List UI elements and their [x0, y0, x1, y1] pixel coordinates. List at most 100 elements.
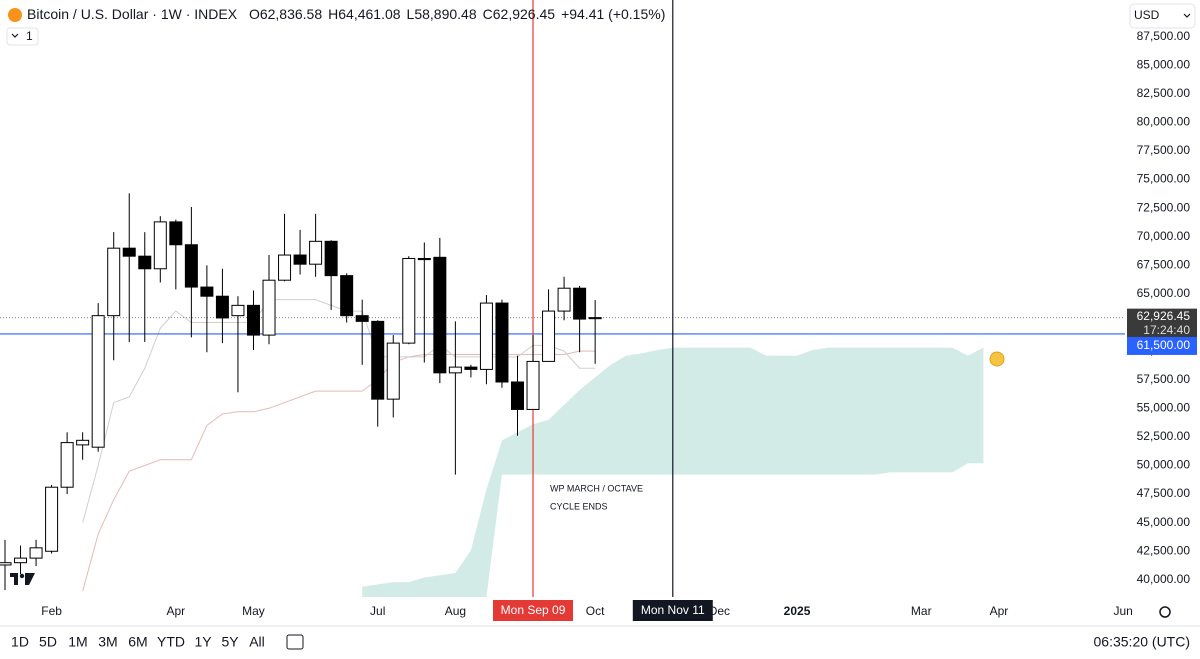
candle-body — [262, 279, 276, 336]
candle-body — [417, 257, 431, 261]
candle-body — [138, 255, 152, 270]
indicator-line — [82, 350, 596, 592]
candle-body — [76, 439, 90, 446]
candle-body — [153, 221, 167, 270]
candle-body — [278, 254, 292, 281]
emoji-marker[interactable] — [989, 351, 1005, 367]
legend-value: 58,890.48 — [414, 6, 476, 22]
candle-body — [324, 240, 338, 277]
candle-body — [371, 320, 385, 400]
y-tick-label: 55,000.00 — [1137, 400, 1191, 414]
x-tick-label: Oct — [586, 604, 605, 618]
y-tick-label: 40,000.00 — [1137, 572, 1191, 586]
candle-body — [464, 366, 478, 370]
legend-header: Bitcoin / U.S. Dollar · 1W · INDEX O62,8… — [27, 6, 665, 22]
interval-label[interactable]: 1 — [26, 29, 33, 43]
x-marker-label: Mon Nov 11 — [641, 603, 705, 617]
symbol-icon — [8, 8, 22, 22]
candle-body — [479, 302, 493, 370]
candle-body — [309, 240, 323, 265]
range-button[interactable]: 5D — [39, 634, 57, 650]
y-tick-label: 72,500.00 — [1137, 200, 1191, 214]
candle-body — [60, 442, 74, 488]
x-marker-box — [632, 600, 713, 621]
y-tick-label: 85,000.00 — [1137, 57, 1191, 71]
y-tick-label: 82,500.00 — [1137, 86, 1191, 100]
x-marker-label: Mon Sep 09 — [501, 603, 566, 617]
candle-body — [293, 254, 307, 265]
x-tick-label: 2025 — [784, 604, 811, 618]
range-button[interactable]: 1M — [68, 634, 87, 650]
x-tick-label: Mar — [911, 604, 932, 618]
candle-body — [510, 381, 524, 410]
candle-body — [0, 562, 12, 566]
candle-body — [215, 295, 229, 319]
x-tick-label: Apr — [990, 604, 1009, 618]
x-tick-label: Dec — [709, 604, 730, 618]
y-tick-label: 50,000.00 — [1137, 458, 1191, 472]
legend-change: +94.41 (+0.15%) — [561, 6, 665, 22]
currency-select[interactable] — [1129, 3, 1196, 29]
legend-key: H — [328, 6, 338, 22]
range-button[interactable]: 5Y — [221, 634, 239, 650]
settings-icon[interactable] — [1159, 606, 1171, 618]
tradingview-logo — [10, 573, 35, 585]
candle-body — [573, 287, 587, 320]
currency-label[interactable]: USD — [1134, 8, 1160, 22]
candle-body — [340, 275, 354, 317]
symbol-title: Bitcoin / U.S. Dollar · 1W · INDEX — [27, 6, 238, 22]
y-tick-label: 70,000.00 — [1137, 229, 1191, 243]
clock: 06:35:20 (UTC) — [1094, 634, 1190, 650]
x-tick-label: Aug — [445, 604, 466, 618]
x-tick-label: Jul — [370, 604, 385, 618]
annotation: CYCLE ENDS — [550, 501, 608, 511]
candle-body — [169, 221, 183, 246]
range-button[interactable]: 1Y — [194, 634, 212, 650]
y-tick-label: 57,500.00 — [1137, 372, 1191, 386]
candle-body — [448, 366, 462, 374]
candle-body — [355, 315, 369, 322]
candle-body — [14, 557, 28, 564]
level-price-box — [1127, 336, 1197, 355]
range-button[interactable]: All — [249, 634, 265, 650]
candle-body — [45, 486, 59, 552]
candle-body — [200, 286, 214, 297]
interval-toggle[interactable] — [6, 27, 39, 46]
legend-key: L — [407, 6, 415, 22]
y-tick-label: 52,500.00 — [1137, 429, 1191, 443]
candle-body — [91, 315, 105, 448]
y-tick-label: 87,500.00 — [1137, 29, 1191, 43]
y-tick-label: 42,500.00 — [1137, 543, 1191, 557]
range-button[interactable]: YTD — [157, 634, 185, 650]
range-button[interactable]: 6M — [128, 634, 147, 650]
indicator-line — [82, 299, 596, 523]
chevron-icon — [11, 33, 19, 38]
candle-body — [231, 304, 245, 317]
candle-body — [122, 247, 136, 257]
candle-body — [402, 257, 416, 344]
legend-value: 64,461.08 — [338, 6, 400, 22]
candle-body — [246, 304, 260, 336]
range-button[interactable]: 1D — [11, 634, 29, 650]
y-tick-label: 77,500.00 — [1137, 143, 1191, 157]
y-tick-label: 67,500.00 — [1137, 258, 1191, 272]
last-price-label: 62,926.45 — [1137, 309, 1191, 323]
range-button[interactable]: 3M — [98, 634, 117, 650]
last-price-box — [1127, 308, 1197, 339]
candle-body — [495, 302, 509, 383]
candle-body — [526, 360, 540, 410]
y-tick-label: 80,000.00 — [1137, 115, 1191, 129]
legend-value: 62,836.58 — [260, 6, 322, 22]
x-tick-label: Feb — [41, 604, 62, 618]
chevron-icon — [1183, 13, 1191, 18]
date-range-icon[interactable] — [286, 634, 304, 650]
annotation: WP MARCH / OCTAVE — [550, 483, 643, 493]
y-tick-label: 45,000.00 — [1137, 515, 1191, 529]
x-marker-box — [493, 600, 574, 621]
candle-body — [542, 310, 556, 362]
countdown-label: 17:24:40 — [1143, 323, 1190, 337]
candle-body — [588, 317, 602, 320]
candle-body — [433, 256, 447, 374]
